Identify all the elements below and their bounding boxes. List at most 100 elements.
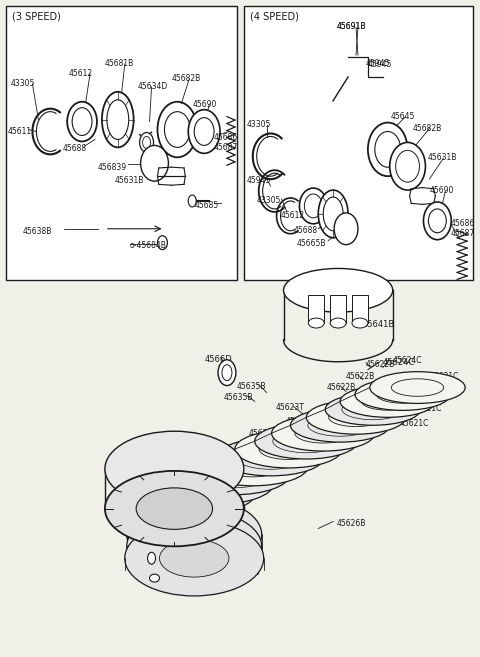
Ellipse shape xyxy=(222,365,232,380)
Text: 45621C: 45621C xyxy=(400,419,429,428)
Bar xyxy=(352,295,368,323)
Ellipse shape xyxy=(72,108,92,135)
Text: 45631B: 45631B xyxy=(115,176,144,185)
Text: (4 SPEED): (4 SPEED) xyxy=(250,11,299,22)
Ellipse shape xyxy=(318,190,348,238)
Ellipse shape xyxy=(179,455,289,495)
Text: 45635B: 45635B xyxy=(237,382,266,391)
Text: 45612: 45612 xyxy=(68,69,92,78)
Text: 45690: 45690 xyxy=(430,186,454,195)
Text: 45612: 45612 xyxy=(280,211,305,220)
Ellipse shape xyxy=(150,574,159,582)
Ellipse shape xyxy=(370,372,465,403)
Text: 45627B: 45627B xyxy=(286,417,315,426)
Ellipse shape xyxy=(188,110,220,153)
Ellipse shape xyxy=(259,439,318,459)
Text: 45623T: 45623T xyxy=(276,403,304,413)
Ellipse shape xyxy=(330,318,346,328)
Ellipse shape xyxy=(127,498,262,571)
Text: o-45684B: o-45684B xyxy=(130,240,167,250)
Text: 45622B: 45622B xyxy=(366,360,395,369)
Text: 45687: 45687 xyxy=(214,143,238,152)
Ellipse shape xyxy=(375,131,401,168)
Text: 45691B: 45691B xyxy=(336,22,365,32)
Ellipse shape xyxy=(136,488,213,530)
Text: 45681B: 45681B xyxy=(105,59,134,68)
Ellipse shape xyxy=(105,431,244,507)
Ellipse shape xyxy=(127,510,262,583)
Ellipse shape xyxy=(376,386,429,403)
Ellipse shape xyxy=(308,318,324,328)
Ellipse shape xyxy=(194,118,214,145)
Text: 45685: 45685 xyxy=(194,201,218,210)
Text: 45682B: 45682B xyxy=(171,74,201,83)
Text: 45691B: 45691B xyxy=(336,22,365,32)
Ellipse shape xyxy=(143,137,151,148)
Text: 456839: 456839 xyxy=(98,164,127,172)
Text: (3 SPEED): (3 SPEED) xyxy=(12,11,60,22)
Ellipse shape xyxy=(323,197,343,231)
Ellipse shape xyxy=(304,194,322,218)
Text: 45690: 45690 xyxy=(192,100,216,109)
Bar xyxy=(244,7,473,281)
Ellipse shape xyxy=(141,145,168,181)
Text: 45687: 45687 xyxy=(450,229,475,238)
Text: 45641B: 45641B xyxy=(363,320,395,329)
Ellipse shape xyxy=(218,360,236,386)
Ellipse shape xyxy=(105,471,244,547)
Text: 45638B: 45638B xyxy=(23,227,52,236)
Ellipse shape xyxy=(306,401,406,434)
Text: 45945: 45945 xyxy=(366,59,390,68)
Ellipse shape xyxy=(352,318,368,328)
Ellipse shape xyxy=(329,408,383,426)
Bar xyxy=(308,295,324,323)
Ellipse shape xyxy=(67,102,97,141)
Text: 45686: 45686 xyxy=(450,219,475,228)
Text: 45622B: 45622B xyxy=(326,382,356,392)
Ellipse shape xyxy=(334,213,358,244)
Text: 45686: 45686 xyxy=(214,133,238,143)
Text: 45625C: 45625C xyxy=(249,429,278,438)
Text: 45621C: 45621C xyxy=(422,390,452,399)
Text: 45688: 45688 xyxy=(293,226,318,235)
Ellipse shape xyxy=(391,379,444,396)
Text: 45631B: 45631B xyxy=(427,153,457,162)
Text: 45621C: 45621C xyxy=(412,405,442,413)
Text: 43305: 43305 xyxy=(257,196,281,205)
Text: 4566D: 4566D xyxy=(204,355,232,364)
Text: 45624C: 45624C xyxy=(383,358,415,367)
Ellipse shape xyxy=(157,102,197,157)
Ellipse shape xyxy=(325,394,420,425)
Ellipse shape xyxy=(355,378,450,411)
Text: 45642B: 45642B xyxy=(165,463,194,472)
Text: 45637B: 45637B xyxy=(194,447,224,456)
Text: 45665B: 45665B xyxy=(297,238,326,248)
Text: 45645: 45645 xyxy=(391,112,415,121)
Ellipse shape xyxy=(300,188,327,224)
Ellipse shape xyxy=(132,471,256,514)
Text: 45945: 45945 xyxy=(247,176,271,185)
Ellipse shape xyxy=(361,393,414,410)
Text: 43305: 43305 xyxy=(247,120,271,129)
Text: 45642B: 45642B xyxy=(152,568,181,577)
Ellipse shape xyxy=(429,209,446,233)
Ellipse shape xyxy=(155,463,274,505)
Text: 45633B: 45633B xyxy=(231,568,261,577)
Text: 45650B: 45650B xyxy=(184,553,214,562)
Text: 45611: 45611 xyxy=(8,127,32,135)
Text: 45682B: 45682B xyxy=(412,124,442,133)
Text: 45624C: 45624C xyxy=(393,356,422,365)
Bar xyxy=(6,7,237,281)
Ellipse shape xyxy=(368,123,408,176)
Text: 45945: 45945 xyxy=(368,60,392,69)
Bar xyxy=(330,295,346,323)
Text: 45621C: 45621C xyxy=(430,372,459,380)
Ellipse shape xyxy=(255,423,358,459)
Ellipse shape xyxy=(284,269,393,312)
Ellipse shape xyxy=(107,100,129,139)
Text: 45622B: 45622B xyxy=(346,372,375,380)
Text: 45635B: 45635B xyxy=(224,392,253,401)
Ellipse shape xyxy=(340,386,435,417)
Text: 45634D: 45634D xyxy=(138,82,168,91)
Ellipse shape xyxy=(188,195,196,207)
